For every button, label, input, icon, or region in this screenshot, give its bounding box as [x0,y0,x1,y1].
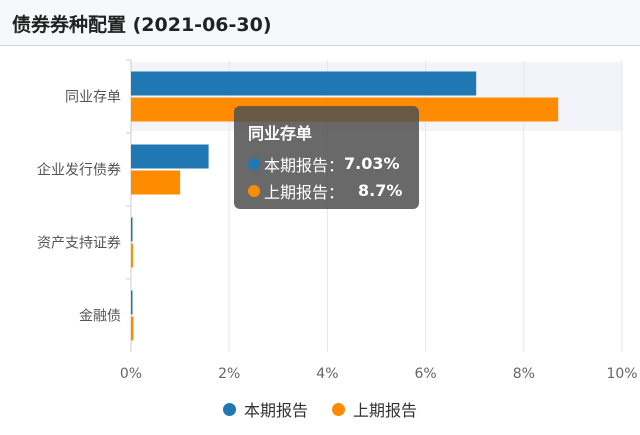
bar-previous [131,243,133,268]
tooltip-current-label: 本期报告： [264,155,345,175]
bar-previous [131,316,134,341]
tooltip-title: 同业存单 [248,124,313,143]
legend-current-label: 本期报告 [243,401,308,420]
bar-current [131,290,133,315]
y-tick-label: 同业存单 [65,90,121,106]
chart-header: 债券券种配置 (2021-06-30) [0,0,640,46]
tooltip-row-current: 本期报告： 7.03% [248,150,419,177]
chart-tooltip: 同业存单 本期报告： 7.03% 上期报告： 8.7% [234,106,419,209]
legend-item-previous[interactable]: 上期报告 [332,397,417,421]
y-tick-label: 金融债 [79,309,121,325]
legend-current-dot [222,402,236,416]
bar-current [131,71,477,96]
tooltip-previous-dot [248,184,260,197]
chart-title: 债券券种配置 (2021-06-30) [12,14,272,36]
chart-legend: 本期报告 上期报告 [0,396,640,422]
tooltip-previous-value: 8.7% [358,181,403,200]
tooltip-previous-label: 上期报告： [264,182,345,202]
legend-item-current[interactable]: 本期报告 [222,397,308,421]
bar-current [131,217,133,242]
tooltip-row-previous: 上期报告： 8.7% [248,177,419,204]
tooltip-current-dot [248,157,260,170]
legend-previous-dot [332,402,345,416]
y-tick-label: 资产支持证券 [37,236,121,252]
x-tick-label: 0% [120,366,142,382]
bar-current [131,144,209,169]
x-tick-label: 10% [606,366,637,382]
x-tick-label: 2% [218,366,240,382]
x-tick-label: 8% [513,366,535,382]
bar-previous [131,170,181,195]
x-tick-label: 6% [414,366,436,382]
x-tick-label: 4% [316,366,338,382]
tooltip-current-value: 7.03% [344,154,400,173]
legend-previous-label: 上期报告 [353,401,418,420]
y-tick-label: 企业发行债券 [37,162,121,179]
